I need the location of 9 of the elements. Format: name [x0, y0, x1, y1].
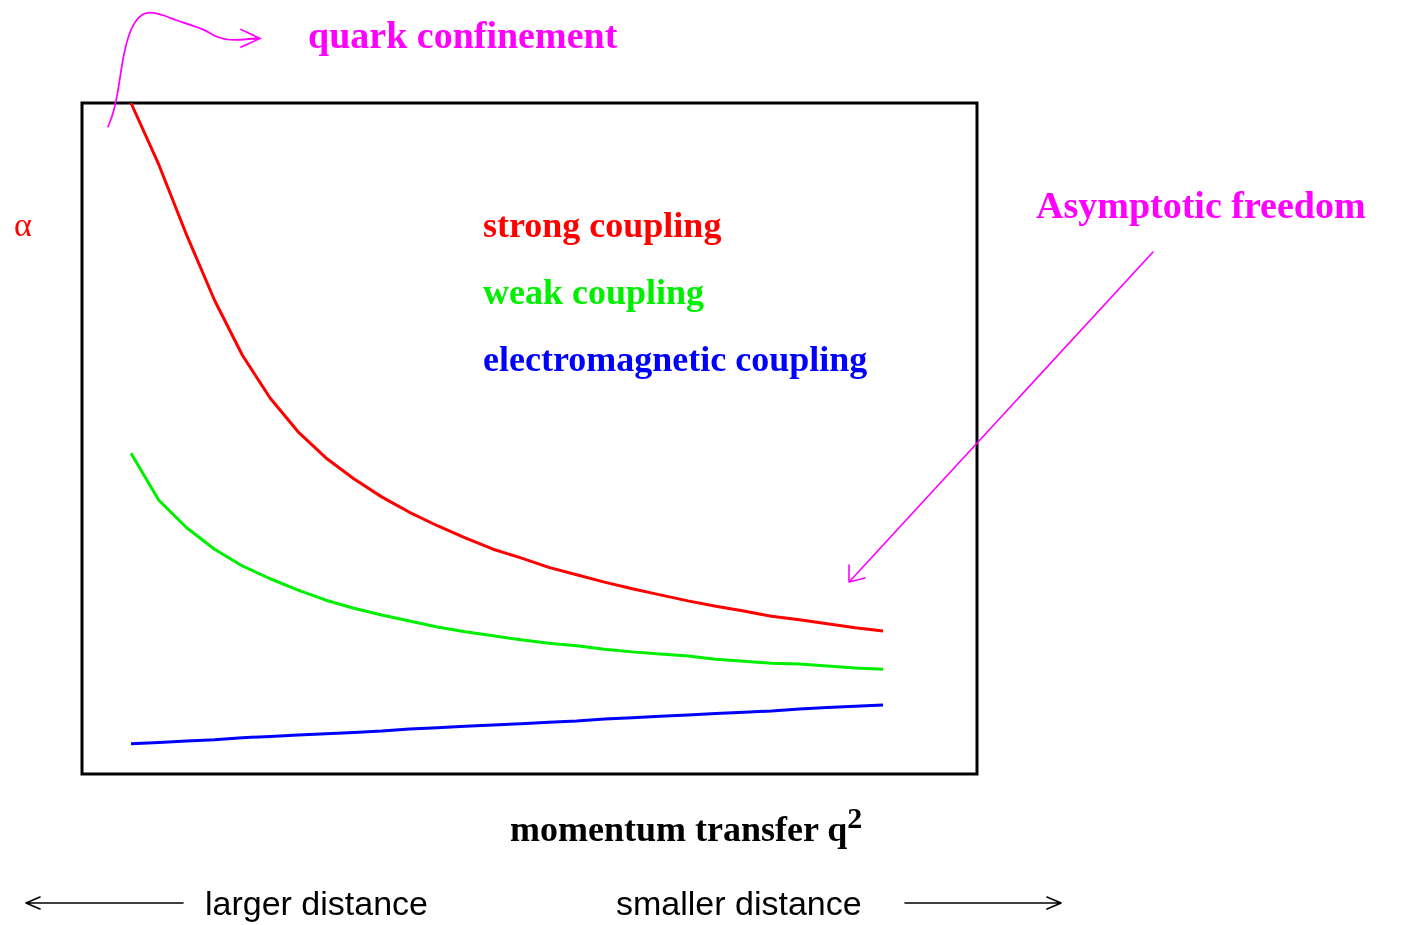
text: larger distance	[205, 884, 429, 922]
text: quark confinement	[308, 14, 618, 56]
text: electromagnetic coupling	[483, 339, 868, 379]
text: smaller distance	[616, 884, 862, 922]
text: weak coupling	[483, 272, 705, 312]
text: strong coupling	[483, 205, 722, 245]
x-axis-title: momentum transfer q$^{2}$	[510, 801, 863, 849]
text: Asymptotic freedom	[1036, 184, 1366, 226]
y-axis-title: α	[14, 206, 32, 243]
